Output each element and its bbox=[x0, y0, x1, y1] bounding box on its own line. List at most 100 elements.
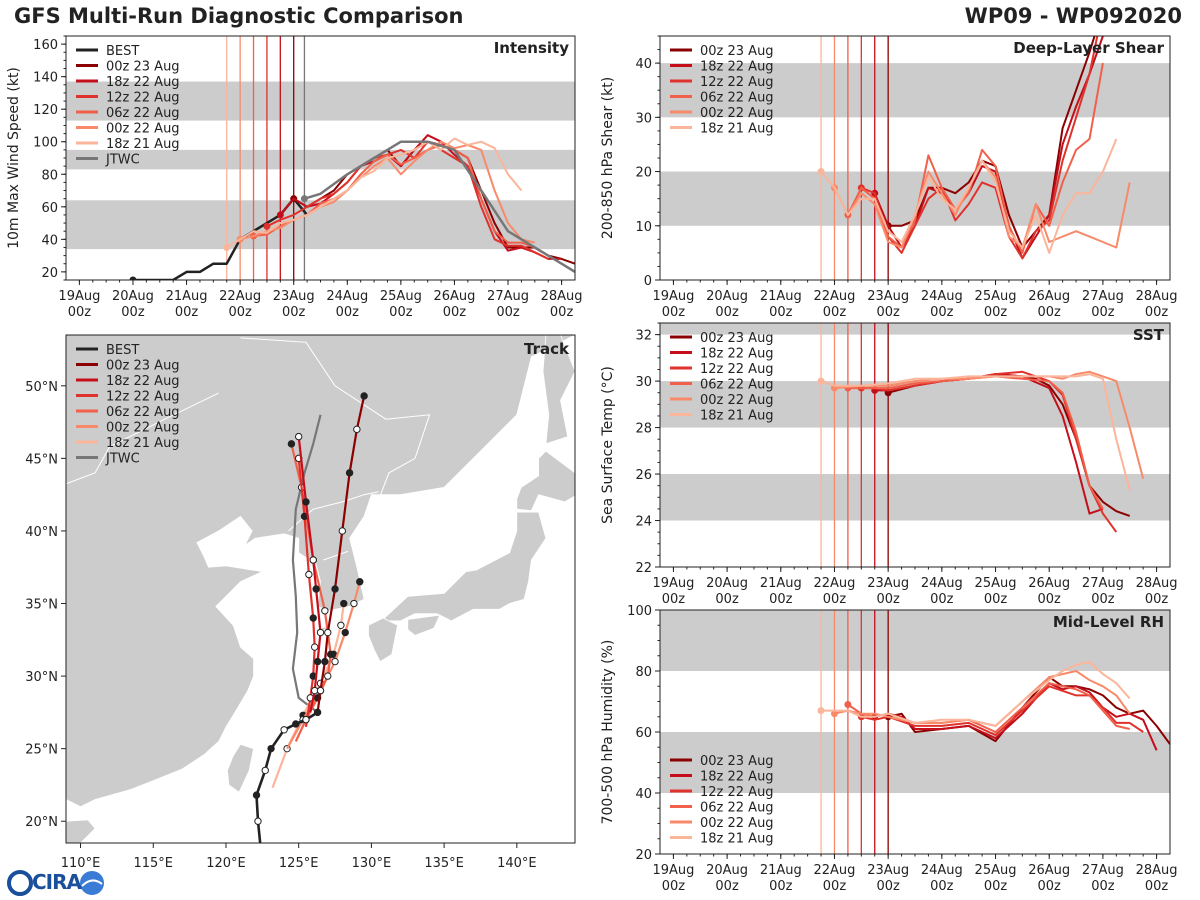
intensity-ytick-label: 40 bbox=[41, 233, 58, 248]
panel-sst: 22242628303219Aug00z20Aug00z21Aug00z22Au… bbox=[600, 322, 1178, 607]
track-xtick-label: 120°E bbox=[206, 856, 246, 871]
intensity-plot-area bbox=[66, 36, 575, 280]
shear-xtick-sublabel: 00z bbox=[1145, 305, 1169, 320]
country-border bbox=[323, 550, 349, 561]
track-legend-label: 00z 22 Aug bbox=[106, 421, 180, 436]
intensity-xtick-label: 24Aug bbox=[326, 289, 368, 304]
storm-id: WP09 - WP092020 bbox=[964, 4, 1182, 28]
intensity-xtick-label: 27Aug bbox=[487, 289, 529, 304]
track-point-00z-23-aug bbox=[360, 392, 368, 400]
track-ytick-label: 30°N bbox=[25, 670, 58, 685]
intensity-ytick-label: 80 bbox=[41, 168, 58, 183]
shear-xtick-label: 22Aug bbox=[814, 289, 856, 304]
sst-xtick-label: 26Aug bbox=[1028, 576, 1070, 591]
track-ytick-label: 25°N bbox=[25, 743, 58, 758]
sst-xtick-label: 28Aug bbox=[1136, 576, 1178, 591]
intensity-legend-label: 00z 22 Aug bbox=[106, 122, 180, 137]
intensity-point-best bbox=[129, 276, 137, 280]
shear-legend-label: 06z 22 Aug bbox=[700, 91, 774, 106]
country-border bbox=[66, 392, 219, 485]
rh-plot-area bbox=[660, 610, 1170, 854]
intensity-xtick-sublabel: 00z bbox=[68, 305, 92, 320]
shear-title: Deep-Layer Shear bbox=[1013, 39, 1164, 57]
intensity-legend-label: 18z 21 Aug bbox=[106, 137, 180, 152]
track-point-00z-23-aug bbox=[331, 585, 339, 593]
japan-shikoku-landmass bbox=[407, 614, 441, 636]
track-legend-label: JTWC bbox=[105, 452, 140, 467]
shear-xtick-sublabel: 00z bbox=[769, 305, 793, 320]
track-point-00z-23-aug bbox=[316, 686, 325, 695]
track-point-00z-22-aug bbox=[350, 599, 358, 608]
sst-xtick-label: 19Aug bbox=[652, 576, 694, 591]
track-ytick-label: 35°N bbox=[25, 598, 58, 613]
intensity-point-18z-21-aug bbox=[223, 243, 231, 251]
cira-logo-text: CIRA bbox=[32, 870, 82, 894]
rh-ytick-label: 80 bbox=[635, 665, 652, 680]
sst-xtick-sublabel: 00z bbox=[823, 592, 847, 607]
panel-intensity: 2040608010012014016019Aug00z20Aug00z21Au… bbox=[6, 35, 583, 320]
sst-xtick-sublabel: 00z bbox=[1038, 592, 1062, 607]
intensity-shade-band bbox=[66, 200, 575, 250]
shear-xtick-label: 21Aug bbox=[760, 289, 802, 304]
rh-series-00z-22-aug bbox=[834, 670, 1131, 727]
track-point-18z-22-aug bbox=[309, 556, 317, 564]
sst-ytick-label: 22 bbox=[635, 561, 652, 576]
track-point-06z-22-aug bbox=[324, 672, 332, 680]
sst-xtick-label: 27Aug bbox=[1082, 576, 1124, 591]
track-point-00z-23-aug bbox=[324, 628, 332, 637]
rh-xtick-label: 28Aug bbox=[1136, 863, 1178, 878]
track-xtick-label: 140°E bbox=[497, 856, 537, 871]
track-point-12z-22-aug bbox=[310, 643, 319, 651]
panel-rh: 2040608010019Aug00z20Aug00z21Aug00z22Aug… bbox=[600, 604, 1178, 894]
intensity-series-jtwc bbox=[304, 140, 575, 273]
intensity-xtick-label: 26Aug bbox=[433, 289, 475, 304]
intensity-xtick-sublabel: 00z bbox=[121, 305, 145, 320]
track-point-06z-22-aug bbox=[326, 650, 335, 659]
intensity-point-12z-22-aug bbox=[263, 222, 271, 230]
sst-ytick-label: 32 bbox=[635, 329, 652, 344]
track-series-jtwc bbox=[291, 414, 322, 714]
intensity-ylabel: 10m Max Wind Speed (kt) bbox=[6, 67, 22, 249]
sst-legend-label: 18z 21 Aug bbox=[700, 409, 774, 424]
shear-legend-label: 00z 22 Aug bbox=[700, 106, 774, 121]
shear-ytick-label: 30 bbox=[635, 111, 652, 126]
intensity-ytick-label: 140 bbox=[33, 71, 58, 86]
rh-ytick-label: 20 bbox=[635, 848, 652, 863]
sst-plot-area bbox=[660, 323, 1170, 567]
rh-xtick-label: 25Aug bbox=[975, 863, 1017, 878]
track-xtick-label: 110°E bbox=[61, 856, 101, 871]
sst-point-18z-21-aug bbox=[817, 377, 825, 385]
rh-xtick-sublabel: 00z bbox=[984, 879, 1008, 894]
rh-xtick-sublabel: 00z bbox=[876, 879, 900, 894]
intensity-series-18z-21-aug bbox=[226, 137, 523, 249]
intensity-xtick-label: 21Aug bbox=[166, 289, 208, 304]
rh-series-18z-21-aug bbox=[821, 660, 1131, 727]
rh-xtick-label: 24Aug bbox=[921, 863, 963, 878]
shear-xtick-label: 19Aug bbox=[652, 289, 694, 304]
intensity-point-18z-22-aug bbox=[276, 211, 284, 219]
intensity-ytick-label: 20 bbox=[41, 266, 58, 281]
rh-xtick-label: 21Aug bbox=[760, 863, 802, 878]
rh-legend-label: 00z 23 Aug bbox=[700, 754, 774, 769]
sst-legend-label: 06z 22 Aug bbox=[700, 378, 774, 393]
rh-title: Mid-Level RH bbox=[1053, 613, 1164, 631]
intensity-point-jtwc bbox=[300, 195, 308, 203]
sst-title: SST bbox=[1133, 326, 1165, 344]
intensity-ytick-label: 100 bbox=[33, 136, 58, 151]
track-point-18z-22-aug bbox=[302, 498, 310, 506]
sst-shade-band bbox=[660, 474, 1170, 521]
intensity-ytick-label: 60 bbox=[41, 201, 58, 216]
rh-xtick-sublabel: 00z bbox=[662, 879, 686, 894]
track-point-best bbox=[302, 715, 310, 724]
intensity-title: Intensity bbox=[494, 39, 570, 57]
sst-xtick-sublabel: 00z bbox=[1145, 592, 1169, 607]
intensity-legend-label: 12z 22 Aug bbox=[106, 91, 180, 106]
track-point-00z-23-aug bbox=[321, 657, 329, 666]
track-xtick-label: 115°E bbox=[133, 856, 173, 871]
track-point-12z-22-aug bbox=[309, 614, 317, 622]
sst-xtick-label: 21Aug bbox=[760, 576, 802, 591]
sst-legend-label: 18z 22 Aug bbox=[700, 347, 774, 362]
sst-ytick-label: 30 bbox=[635, 375, 652, 390]
intensity-legend-label: 18z 22 Aug bbox=[106, 75, 180, 90]
shear-legend-label: 00z 23 Aug bbox=[700, 44, 774, 59]
